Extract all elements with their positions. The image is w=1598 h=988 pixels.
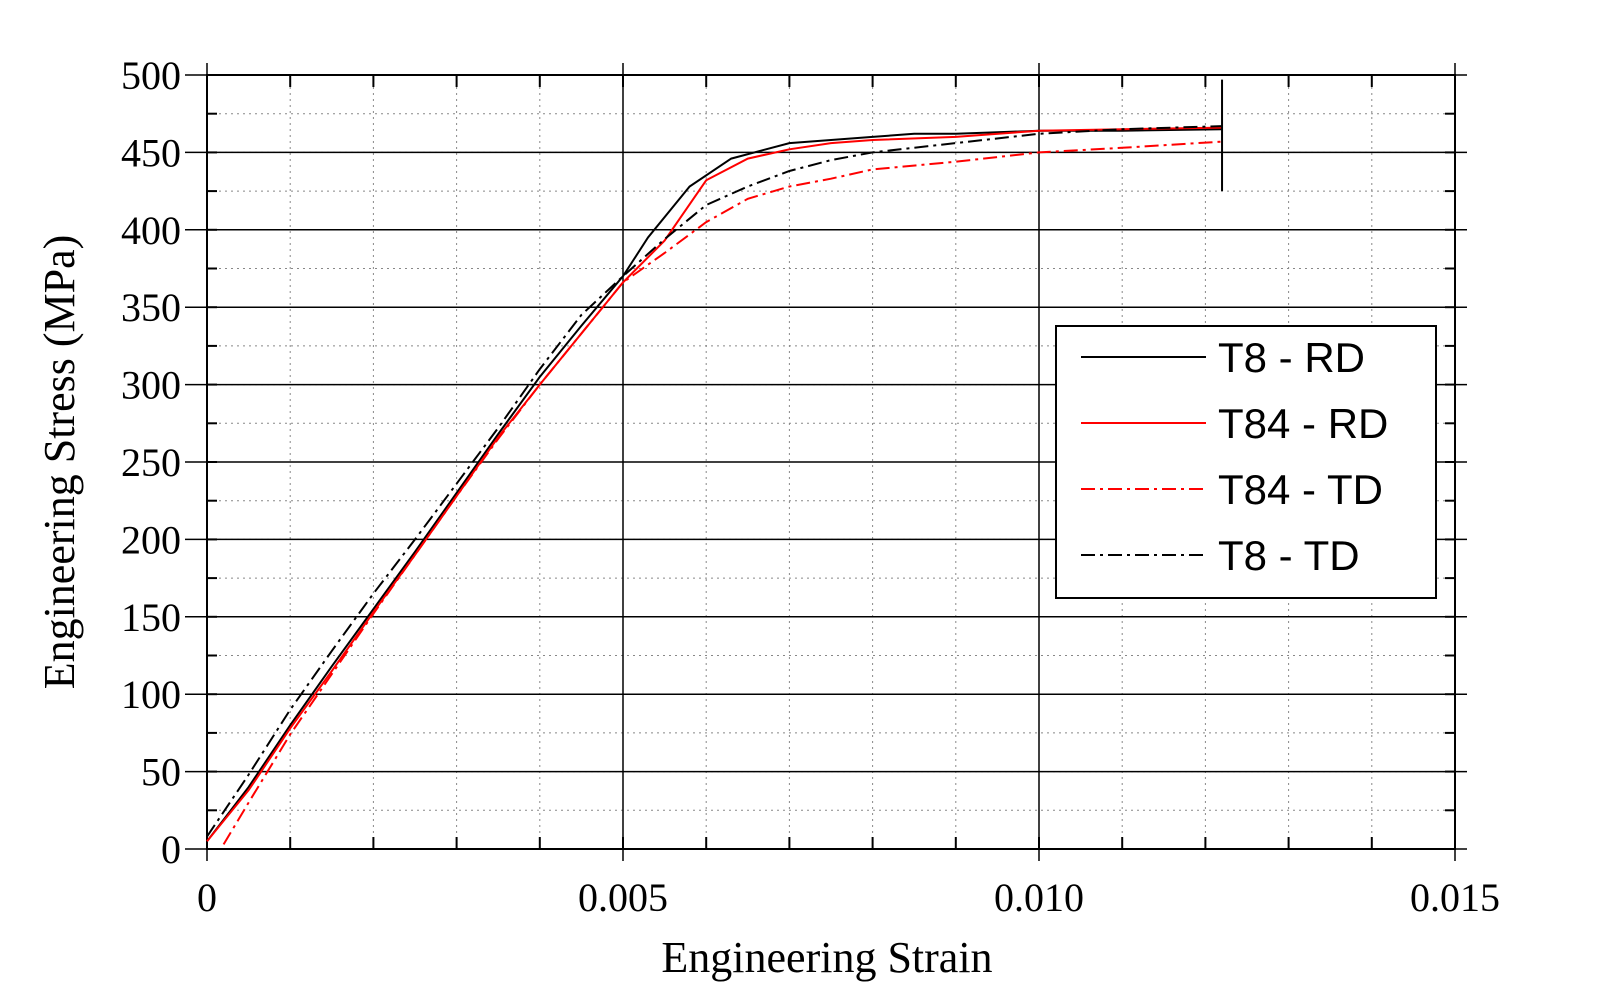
axis-ticks xyxy=(206,74,1456,850)
legend: T8 - RD T84 - RD T84 - TD T8 - TD xyxy=(1055,325,1437,599)
y-tick-label: 50 xyxy=(141,750,181,795)
legend-label-3: T8 - TD xyxy=(1218,532,1360,579)
x-tick-label: 0.010 xyxy=(994,875,1084,920)
y-tick-label: 450 xyxy=(121,130,181,175)
series-line-2 xyxy=(222,140,1223,845)
y-tick-label: 150 xyxy=(121,595,181,640)
x-axis-title: Engineering Strain xyxy=(661,933,992,982)
legend-label-2: T84 - TD xyxy=(1218,466,1383,513)
legend-box xyxy=(1055,325,1437,599)
series-line-0 xyxy=(206,128,1223,842)
y-axis-title: Engineering Stress (MPa) xyxy=(35,235,84,690)
y-tick-label: 0 xyxy=(161,827,181,872)
x-tick-label: 0.015 xyxy=(1410,875,1500,920)
y-tick-label: 300 xyxy=(121,363,181,408)
x-tick-label: 0.005 xyxy=(578,875,668,920)
series-layer xyxy=(206,125,1223,845)
series-line-3 xyxy=(206,125,1223,838)
y-tick-labels: 0 50 100 150 200 250 300 350 400 450 500 xyxy=(121,53,181,872)
y-tick-label: 100 xyxy=(121,672,181,717)
y-tick-label: 400 xyxy=(121,208,181,253)
x-tick-label: 0 xyxy=(197,875,217,920)
y-tick-label: 500 xyxy=(121,53,181,98)
legend-label-1: T84 - RD xyxy=(1218,400,1388,447)
x-tick-labels: 0 0.005 0.010 0.015 xyxy=(197,875,1500,920)
y-tick-label: 250 xyxy=(121,440,181,485)
series-line-1 xyxy=(206,126,1223,842)
y-tick-label: 350 xyxy=(121,285,181,330)
legend-label-0: T8 - RD xyxy=(1218,334,1365,381)
y-tick-label: 200 xyxy=(121,517,181,562)
